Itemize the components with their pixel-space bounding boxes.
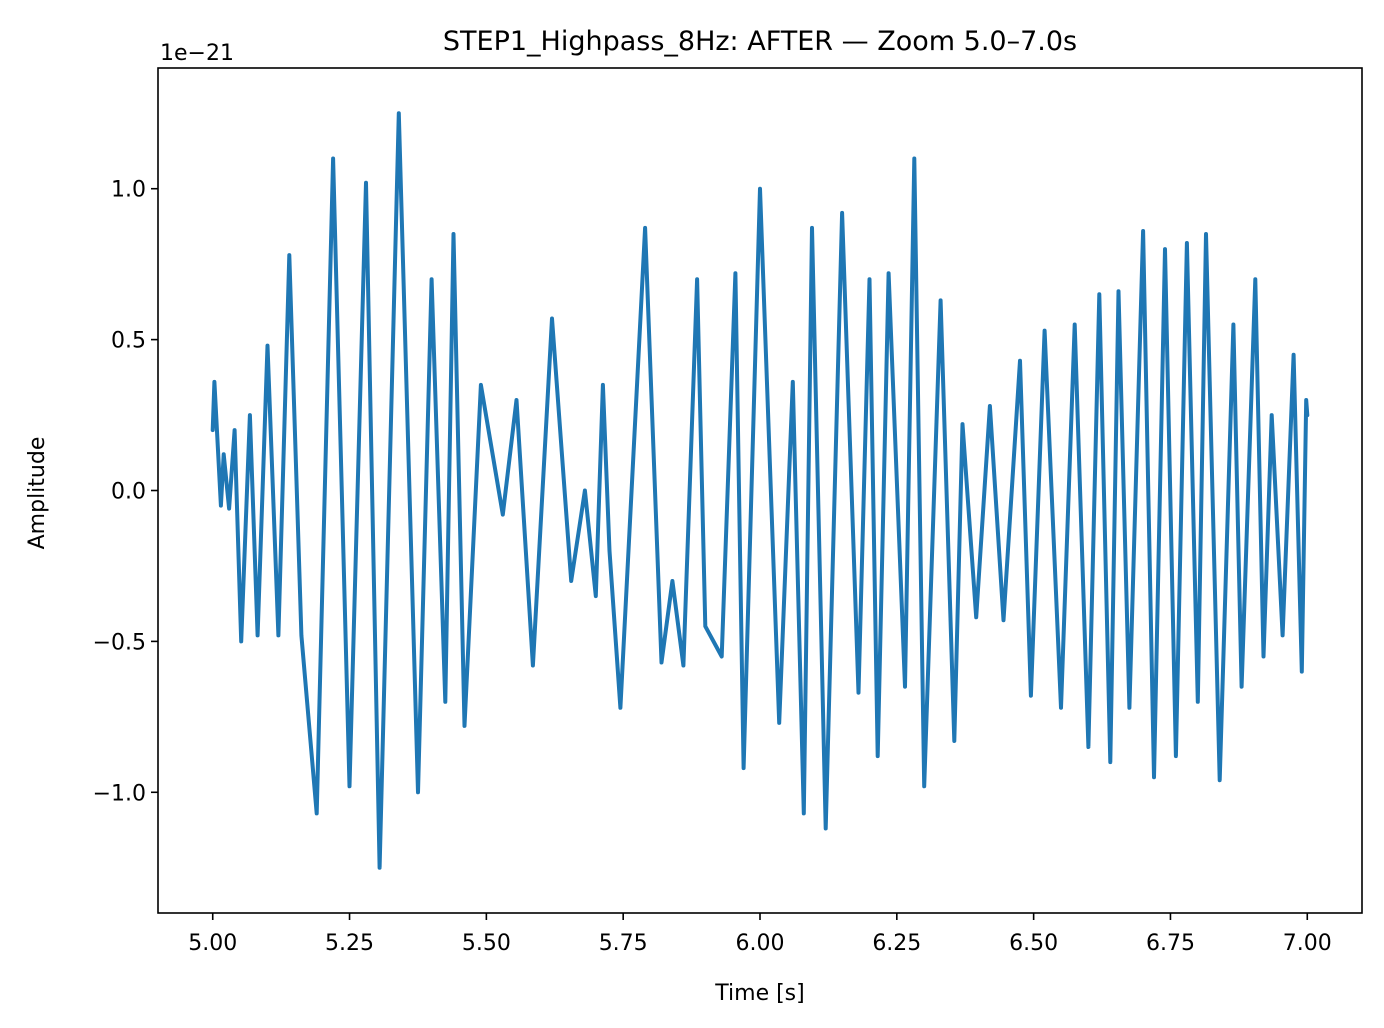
x-tick-label: 6.00 (736, 931, 785, 956)
x-tick-label: 5.25 (325, 931, 374, 956)
y-tick-label: −1.0 (93, 781, 146, 806)
y-offset-label: 1e−21 (160, 41, 234, 66)
x-tick-label: 5.50 (462, 931, 511, 956)
x-tick-label: 6.50 (1009, 931, 1058, 956)
x-tick-label: 5.75 (599, 931, 648, 956)
chart-title: STEP1_Highpass_8Hz: AFTER — Zoom 5.0–7.0… (443, 26, 1077, 57)
y-tick-label: 0.5 (111, 329, 146, 354)
y-axis-label: Amplitude (25, 437, 50, 550)
x-tick-label: 5.00 (188, 931, 237, 956)
y-tick-label: 0.0 (111, 480, 146, 505)
series-line-0 (210, 111, 1310, 870)
x-axis-label: Time [s] (714, 981, 804, 1006)
y-tick-label: 1.0 (111, 178, 146, 203)
plot-area: 5.00 5.25 5.50 5.75 6.00 6.25 6.50 6.75 7.00 −1.0… (93, 67, 1363, 956)
x-tick-label: 6.75 (1146, 931, 1195, 956)
y-tick-label: −0.5 (93, 630, 146, 655)
x-tick-label: 6.25 (872, 931, 921, 956)
x-tick-label: 7.00 (1283, 931, 1332, 956)
